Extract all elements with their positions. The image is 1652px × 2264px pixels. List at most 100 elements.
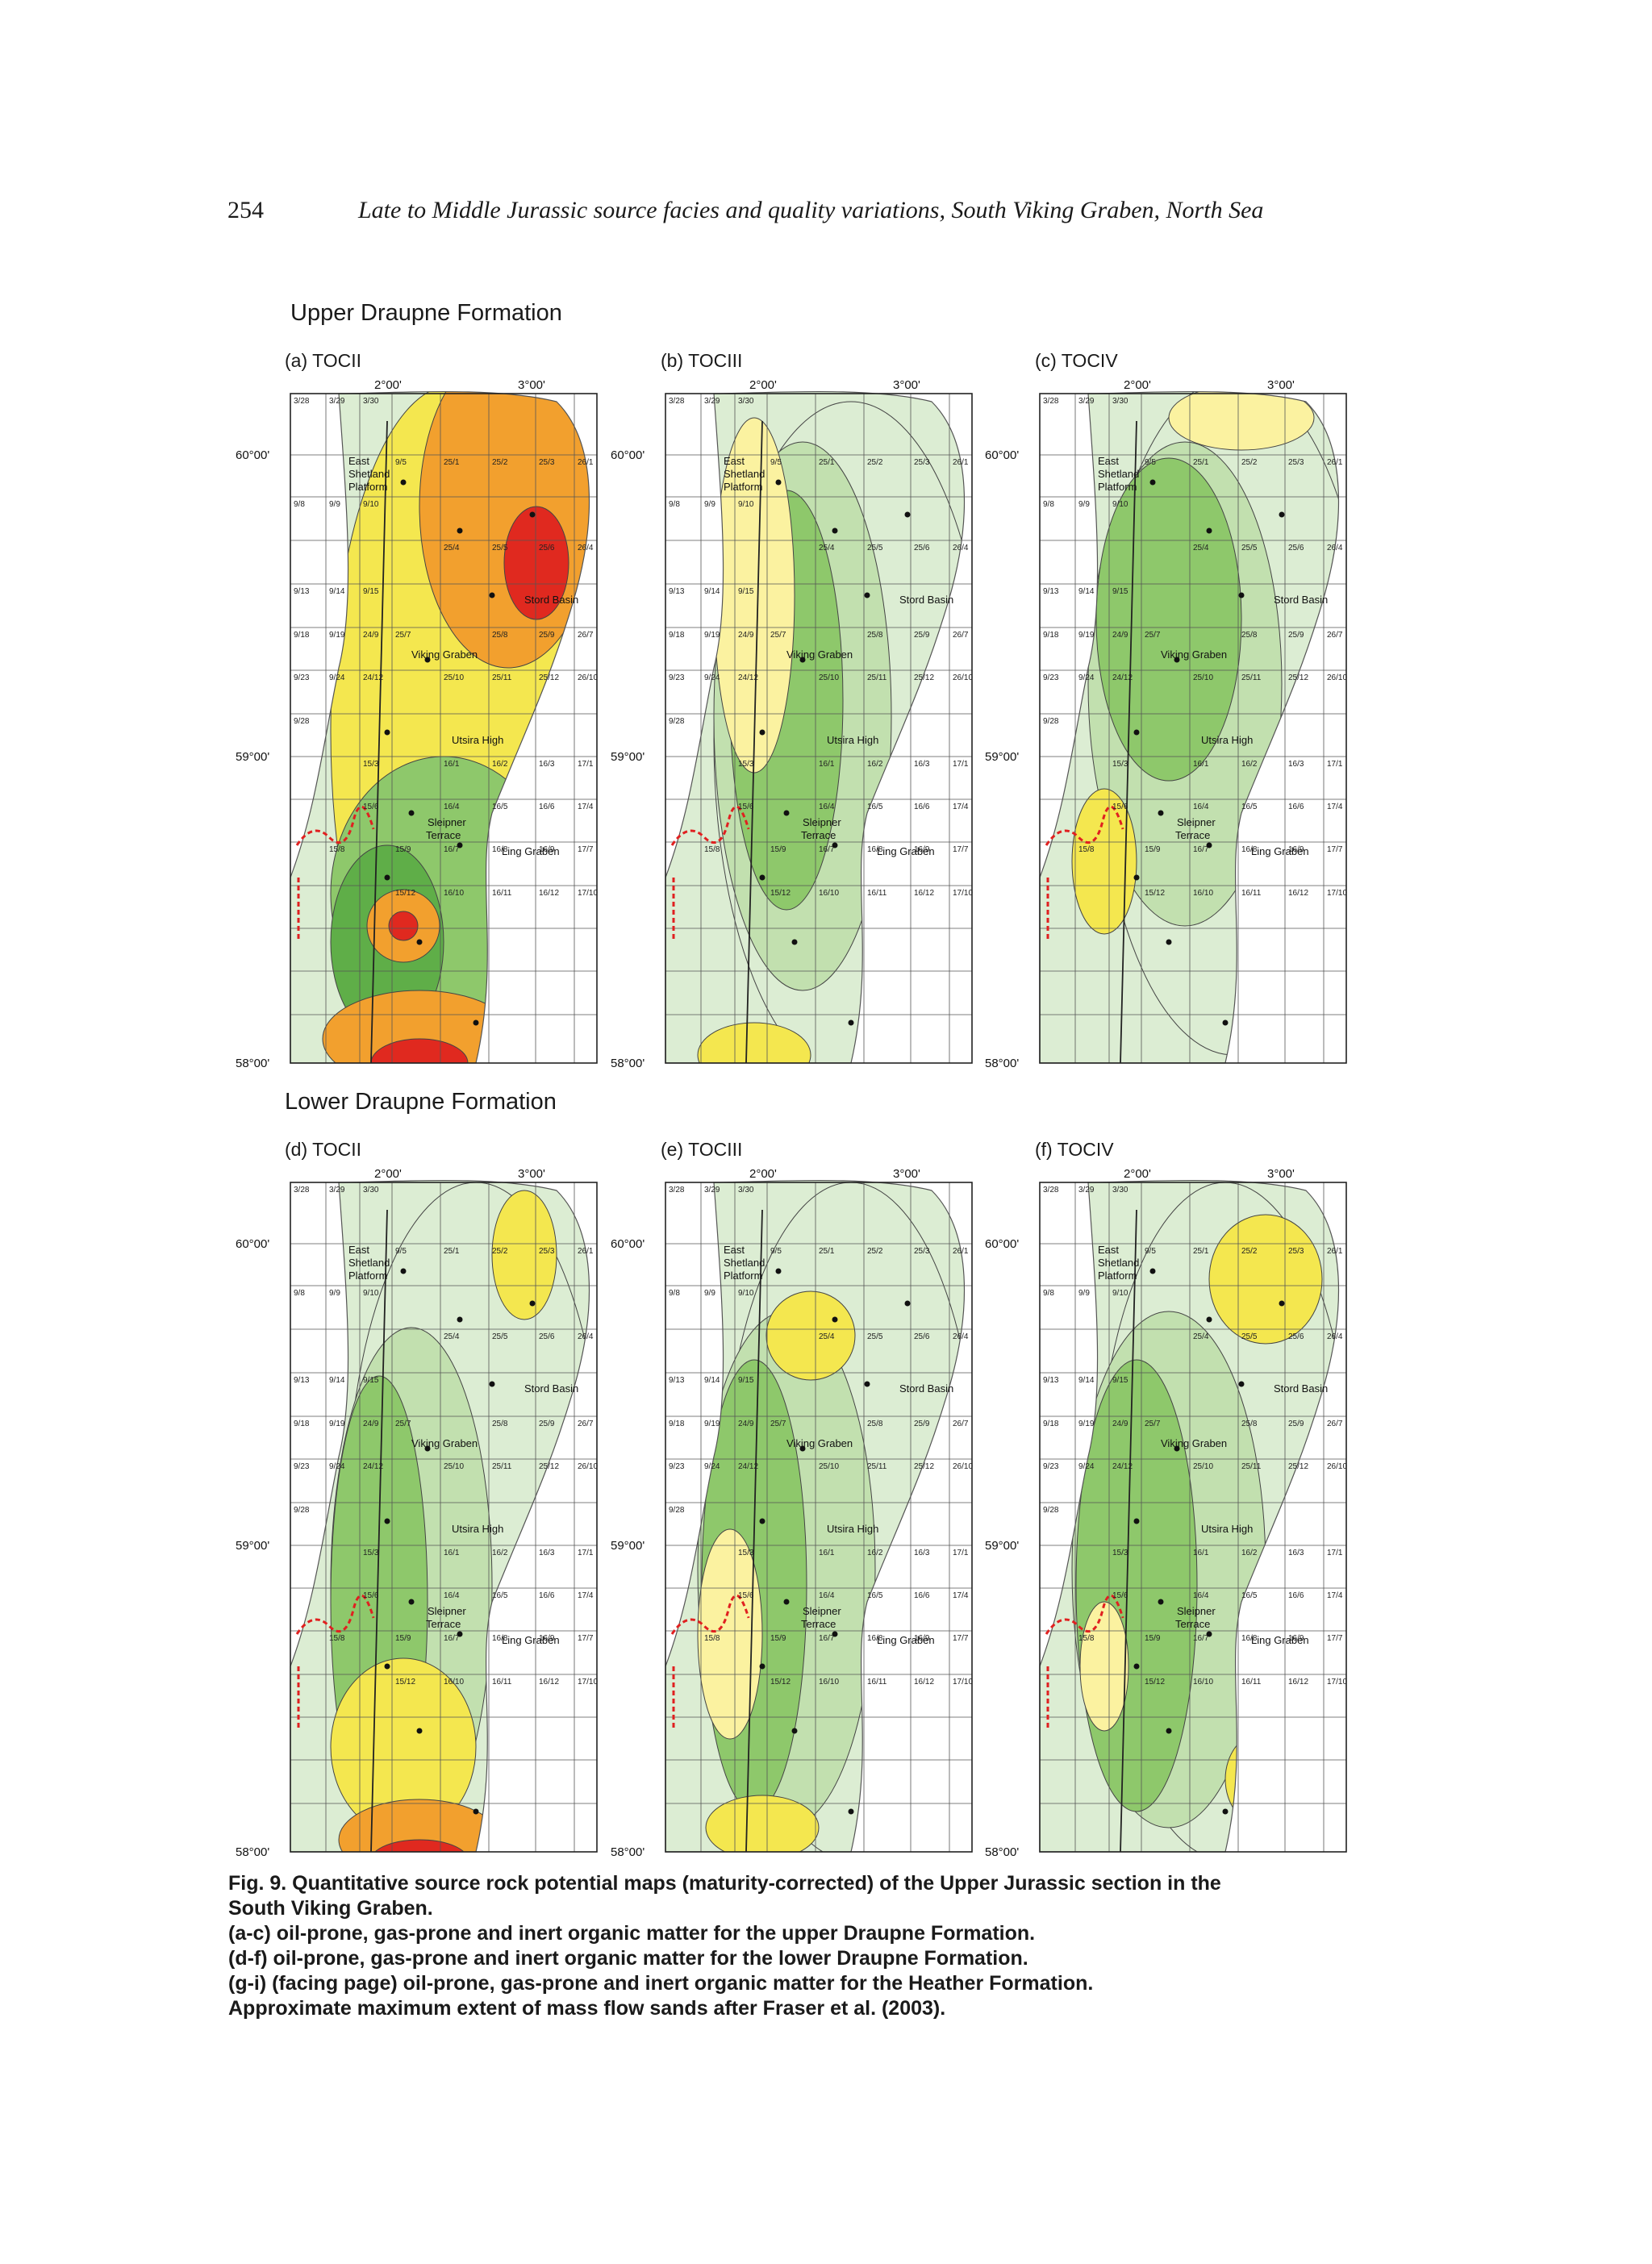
block-label: 16/10 <box>819 889 839 898</box>
contour-fill <box>290 391 590 1063</box>
block-label: 17/7 <box>953 845 969 854</box>
block-label: 9/14 <box>329 1376 345 1385</box>
block-label: 25/7 <box>1145 631 1161 640</box>
block-label: 26/1 <box>1327 1247 1343 1256</box>
block-label: 26/7 <box>578 631 594 640</box>
block-label: 17/10 <box>1327 889 1347 898</box>
block-label: 15/3 <box>738 760 754 769</box>
block-label: 9/18 <box>1043 631 1059 640</box>
well-marker <box>384 1663 390 1670</box>
block-label: 25/11 <box>492 1462 512 1471</box>
block-label: 24/9 <box>738 1420 754 1428</box>
block-label: 16/7 <box>444 1634 460 1643</box>
block-label: 16/3 <box>539 1549 555 1557</box>
block-label: 26/7 <box>578 1420 594 1428</box>
region-label: Terrace <box>426 1618 461 1630</box>
region-label: Platform <box>1098 1270 1137 1282</box>
block-label: 15/12 <box>395 889 415 898</box>
block-label: 25/3 <box>914 458 930 467</box>
block-label: 25/11 <box>492 673 512 682</box>
block-label: 25/6 <box>539 1332 555 1341</box>
block-label: 25/8 <box>867 631 883 640</box>
block-label: 25/10 <box>444 1462 464 1471</box>
block-label: 9/13 <box>669 587 685 596</box>
block-label: 17/10 <box>953 889 973 898</box>
region-label: Stord Basin <box>524 1382 578 1395</box>
block-label: 9/10 <box>363 500 379 509</box>
block-label: 9/8 <box>294 1289 305 1298</box>
map-frame <box>665 393 973 1064</box>
block-label: 15/12 <box>1145 889 1165 898</box>
region-label: Shetland <box>348 468 390 480</box>
block-label: 9/18 <box>669 631 685 640</box>
region-label: Stord Basin <box>899 1382 953 1395</box>
well-marker <box>489 592 495 598</box>
longitude-label: 3°00' <box>893 378 920 392</box>
block-label: 16/6 <box>539 803 555 811</box>
running-header: 254 Late to Middle Jurassic source facie… <box>227 197 1263 229</box>
block-label: 9/28 <box>294 717 310 726</box>
block-label: 25/6 <box>914 544 930 552</box>
block-label: 16/3 <box>1288 760 1304 769</box>
block-label: 16/3 <box>914 760 930 769</box>
block-label: 24/12 <box>1112 1462 1133 1471</box>
region-label: Shetland <box>1098 1257 1139 1269</box>
block-label: 26/7 <box>1327 631 1343 640</box>
block-label: 17/4 <box>578 803 594 811</box>
block-label: 16/2 <box>1241 1549 1258 1557</box>
latitude-label: 59°00' <box>985 1539 1019 1553</box>
caption-line: Approximate maximum extent of mass flow … <box>228 1997 946 2020</box>
block-label: 9/23 <box>1043 673 1059 682</box>
block-label: 9/23 <box>294 673 310 682</box>
well-marker <box>473 1808 479 1815</box>
block-label: 16/5 <box>867 1591 883 1600</box>
latitude-label: 60°00' <box>985 448 1019 462</box>
region-label: Viking Graben <box>1161 1437 1227 1449</box>
caption-line: (a-c) oil-prone, gas-prone and inert org… <box>228 1922 1036 1945</box>
region-label: Ling Graben <box>877 845 935 857</box>
block-label: 16/9 <box>539 845 555 854</box>
block-label: 15/3 <box>1112 760 1128 769</box>
well-marker <box>759 729 766 736</box>
block-label: 25/10 <box>1193 673 1213 682</box>
map-panel-b: 3/28 3/29 3/30 9/5 25/1 25/2 25/3 26/1 9/8 9/9 9/1… <box>611 378 973 1070</box>
well-marker <box>1206 1316 1212 1323</box>
block-label: 9/15 <box>738 1376 754 1385</box>
panel-label-c: (c) TOCIV <box>1035 350 1118 371</box>
block-label: 26/4 <box>1327 544 1343 552</box>
latitude-label: 58°00' <box>985 1057 1019 1070</box>
block-label: 9/5 <box>395 1247 407 1256</box>
region-label: East <box>348 1244 369 1256</box>
block-label: 3/29 <box>329 1186 345 1195</box>
block-label: 9/8 <box>669 500 680 509</box>
block-label: 9/28 <box>294 1506 310 1515</box>
block-label: 9/9 <box>1078 1289 1090 1298</box>
contour-fill <box>290 1180 590 1852</box>
block-label: 25/9 <box>914 631 930 640</box>
map-frame <box>665 1182 973 1853</box>
well-marker <box>1174 657 1180 663</box>
block-label: 3/30 <box>1112 1186 1128 1195</box>
block-label: 16/12 <box>1288 889 1308 898</box>
block-label: 25/11 <box>867 1462 887 1471</box>
well-marker <box>424 1445 431 1452</box>
block-label: 25/12 <box>1288 673 1308 682</box>
block-label: 16/4 <box>444 803 460 811</box>
map-panel-f: 3/28 3/29 3/30 9/5 25/1 25/2 25/3 26/1 9/8 9/9 9/1… <box>985 1167 1347 1859</box>
map-frame <box>290 393 598 1064</box>
block-label: 24/12 <box>363 673 383 682</box>
block-label: 9/13 <box>1043 587 1059 596</box>
region-label: Terrace <box>1175 1618 1210 1630</box>
block-label: 25/5 <box>492 1332 508 1341</box>
block-label: 26/10 <box>1327 673 1347 682</box>
block-label: 25/11 <box>1241 673 1262 682</box>
block-label: 15/3 <box>1112 1549 1128 1557</box>
block-label: 15/9 <box>395 845 411 854</box>
block-label: 9/8 <box>1043 500 1054 509</box>
block-label: 25/10 <box>819 673 839 682</box>
block-label: 9/10 <box>1112 1289 1128 1298</box>
region-label: Platform <box>348 481 387 493</box>
block-label: 26/1 <box>1327 458 1343 467</box>
block-label: 25/8 <box>867 1420 883 1428</box>
region-label: Shetland <box>724 468 765 480</box>
